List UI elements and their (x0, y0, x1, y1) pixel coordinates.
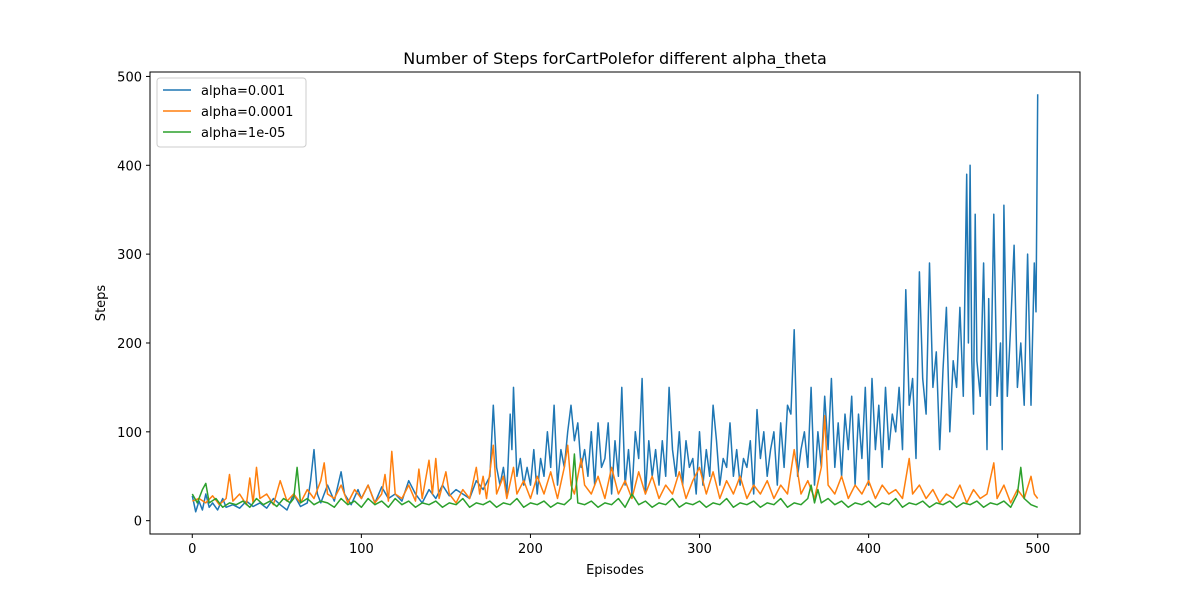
series-line-1 (192, 415, 1039, 506)
x-tick-label: 0 (188, 542, 196, 557)
plot-lines (191, 94, 1039, 513)
chart-title: Number of Steps forCartPolefor different… (403, 49, 827, 69)
y-axis-label: Steps (94, 285, 109, 322)
legend-entry-label: alpha=0.001 (201, 84, 285, 99)
x-axis: 0 100 200 300 400 500 (188, 534, 1050, 557)
legend: alpha=0.001 alpha=0.0001 alpha=1e-05 (156, 77, 307, 148)
legend-entry-label: alpha=0.0001 (201, 105, 293, 120)
x-tick-label: 300 (687, 542, 712, 557)
y-tick-label: 300 (117, 248, 142, 263)
y-tick-label: 400 (117, 159, 142, 174)
y-tick-label: 100 (117, 426, 142, 441)
x-tick-label: 500 (1025, 542, 1050, 557)
y-axis: 0 100 200 300 400 500 (117, 70, 150, 530)
x-tick-label: 200 (518, 542, 543, 557)
plot-frame (149, 71, 1081, 535)
y-tick-label: 200 (117, 337, 142, 352)
x-tick-label: 100 (349, 542, 374, 557)
x-axis-label: Episodes (586, 563, 644, 578)
y-tick-label: 0 (134, 515, 142, 530)
legend-box (156, 77, 307, 148)
y-tick-label: 500 (117, 70, 142, 85)
series-line-0 (191, 94, 1039, 513)
x-tick-label: 400 (856, 542, 881, 557)
legend-entry-label: alpha=1e-05 (201, 126, 285, 141)
series-line-2 (191, 453, 1038, 509)
